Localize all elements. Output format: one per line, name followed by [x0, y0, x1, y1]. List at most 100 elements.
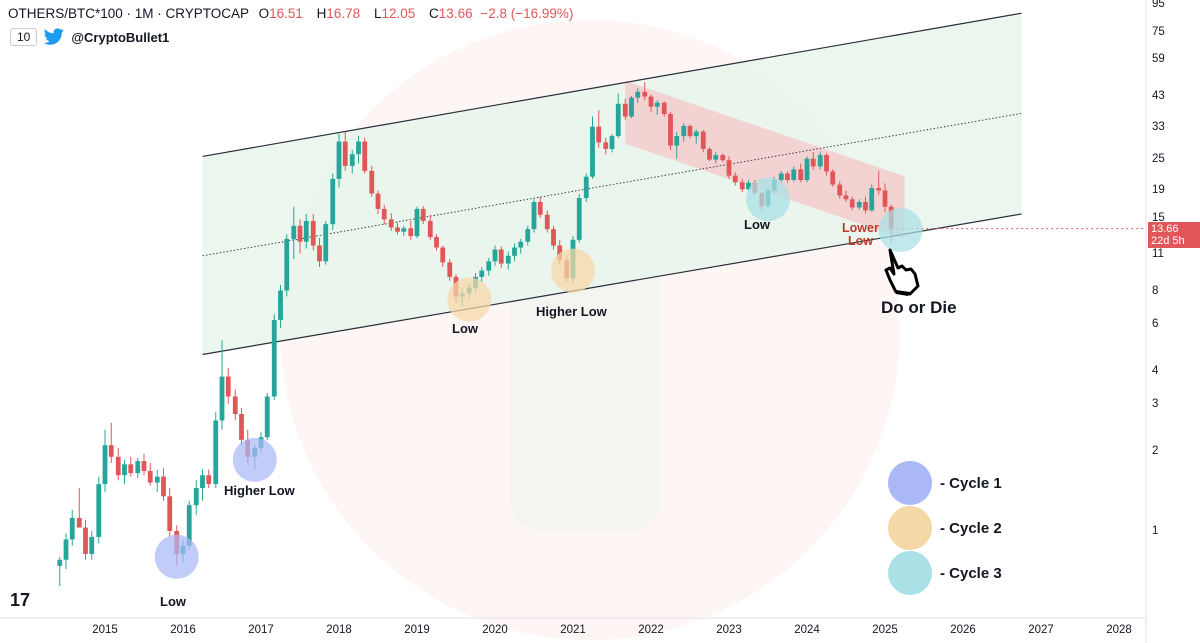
candle-body: [278, 290, 283, 320]
candle-body: [720, 155, 726, 161]
price-tick-label: 6: [1152, 317, 1159, 330]
time-tick-label: 2027: [1028, 624, 1054, 636]
candle-body: [362, 141, 368, 171]
cycle-3-marker: [746, 177, 790, 222]
time-tick-label: 2015: [92, 624, 118, 636]
cycle-2-marker: [447, 277, 492, 322]
candle-body: [531, 201, 537, 230]
price-tick-label: 15: [1152, 211, 1165, 224]
time-tick-label: 2019: [404, 624, 430, 636]
candle: [603, 137, 609, 155]
candle-body: [739, 182, 745, 190]
price-tick-label: 59: [1152, 53, 1165, 66]
candle-body: [479, 270, 485, 277]
legend-swatch-cycle-1: [888, 461, 932, 505]
candle-body: [537, 201, 543, 215]
candle: [102, 429, 108, 493]
candle-body: [369, 170, 375, 194]
high-label: H: [316, 6, 327, 21]
candle: [681, 123, 687, 142]
candle-body: [69, 517, 75, 540]
tradingview-logo[interactable]: 17: [10, 590, 31, 610]
candle: [486, 257, 492, 276]
candle: [479, 267, 485, 283]
grid-layer: [0, 0, 1147, 643]
candle: [810, 151, 816, 170]
candle-body: [76, 517, 82, 528]
candle: [356, 135, 361, 164]
red-descending-zone: [625, 80, 905, 239]
candle-body: [798, 169, 804, 180]
candle-body: [317, 245, 322, 262]
candle: [232, 389, 238, 421]
candle: [668, 111, 673, 150]
candle: [778, 170, 784, 183]
candle-body: [186, 505, 192, 546]
candle-body: [83, 527, 88, 554]
change-value: −2.8 (−16.99%): [480, 6, 574, 21]
candle-body: [219, 376, 225, 421]
interval-box[interactable]: 10: [10, 28, 38, 46]
candle: [590, 116, 595, 179]
candle: [395, 222, 400, 235]
candle-body: [486, 261, 492, 271]
candle-body: [297, 225, 303, 242]
candle: [225, 367, 231, 404]
candle-body: [615, 103, 621, 137]
candle-body: [420, 208, 426, 221]
candle-body: [791, 169, 797, 180]
candle-body: [102, 445, 108, 485]
candle: [381, 204, 387, 225]
high-value: 16.78: [326, 6, 361, 21]
candle-body: [342, 141, 348, 166]
candle-body: [843, 195, 849, 200]
candle-body: [869, 188, 875, 211]
candle-body: [512, 247, 517, 256]
candle-body: [388, 219, 394, 228]
candle-body: [291, 225, 297, 239]
candle-body: [310, 220, 316, 246]
candle-body: [303, 220, 309, 242]
cycle-3-marker: [878, 207, 923, 252]
price-tick-label: 8: [1152, 284, 1159, 297]
candle: [447, 259, 453, 281]
candle: [739, 178, 745, 193]
candle-body: [135, 461, 141, 474]
annotation-low-2019: Low: [452, 321, 478, 336]
candle: [544, 210, 550, 233]
candle: [531, 198, 537, 233]
annotation-higher-low-2017: Higher Low: [224, 483, 295, 498]
candle: [420, 206, 426, 225]
candle: [843, 190, 849, 202]
candle: [154, 469, 160, 493]
candle: [388, 213, 394, 231]
low-value: 12.05: [381, 6, 416, 21]
candle: [642, 82, 648, 101]
candle-body: [232, 396, 238, 415]
candle-body: [401, 228, 407, 232]
time-tick-label: 2025: [872, 624, 898, 636]
candle-body: [746, 182, 751, 190]
candle-body: [732, 175, 738, 183]
time-tick-label: 2016: [170, 624, 196, 636]
cycle-2-marker: [551, 248, 595, 293]
candle: [849, 196, 855, 211]
time-tick-label: 2028: [1106, 624, 1132, 636]
legend-label-cycle-2: - Cycle 2: [940, 519, 1002, 537]
close-value: 13.66: [438, 6, 473, 21]
candle: [167, 488, 173, 537]
candle: [576, 194, 582, 243]
candle: [303, 214, 309, 249]
candle-body: [674, 136, 680, 146]
candle: [408, 220, 414, 240]
price-tick-label: 95: [1152, 0, 1165, 11]
candle: [69, 509, 75, 546]
time-tick-label: 2017: [248, 624, 274, 636]
candle: [869, 184, 875, 212]
candle-body: [161, 476, 166, 497]
candle-body: [557, 245, 563, 261]
annotation-lower-low-line2: Low: [848, 234, 873, 248]
candle: [629, 96, 634, 119]
candle-body: [323, 224, 329, 262]
